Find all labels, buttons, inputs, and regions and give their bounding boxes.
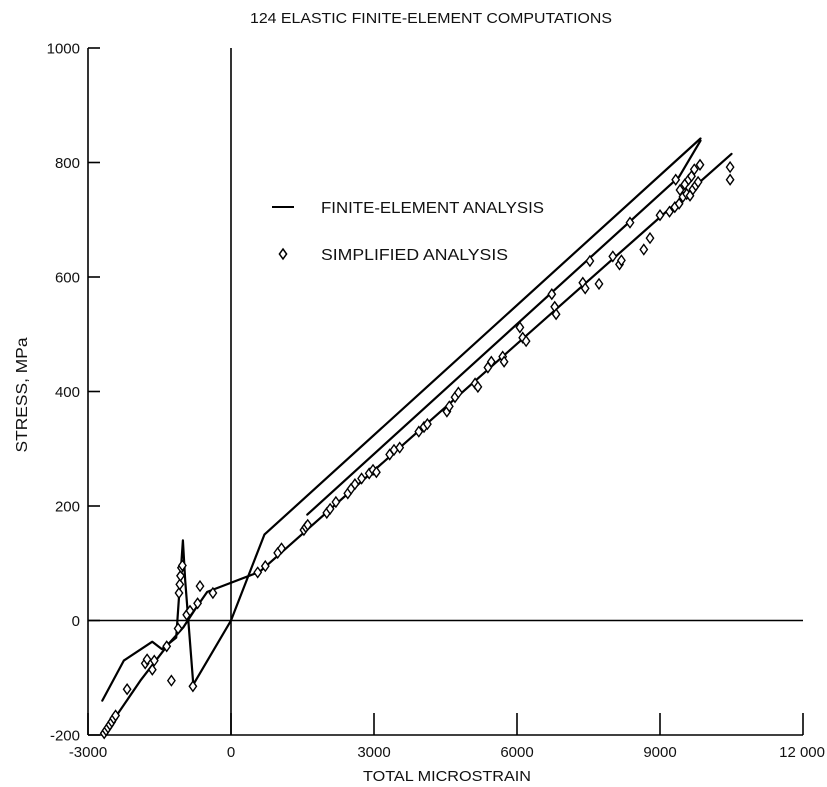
simplified-analysis-points <box>99 158 735 740</box>
legend-label-simplified: SIMPLIFIED ANALYSIS <box>321 247 508 264</box>
x-tick-label: 12 000 <box>779 744 825 761</box>
y-tick-label: 400 <box>55 384 80 401</box>
simplified-analysis-point <box>551 308 561 321</box>
finite-element-analysis-lines <box>101 137 733 737</box>
simplified-analysis-point <box>195 579 205 593</box>
simplified-analysis-point <box>645 231 655 245</box>
legend: FINITE-ELEMENT ANALYSIS SIMPLIFIED ANALY… <box>272 200 544 264</box>
simplified-analysis-point <box>173 622 183 635</box>
axes: -200 0 200 400 600 800 1000 -3000 0 3000 6000 9000 1… <box>47 41 825 762</box>
simplified-analysis-point <box>149 654 159 667</box>
y-tick-label: -200 <box>50 728 80 745</box>
simplified-analysis-point <box>357 472 367 485</box>
simplified-analysis-point <box>499 355 509 368</box>
simplified-analysis-point <box>331 495 341 509</box>
simplified-analysis-point <box>350 478 360 491</box>
y-tick-label: 1000 <box>47 41 80 58</box>
simplified-analysis-point <box>453 386 463 399</box>
y-tick-label: 800 <box>55 155 80 172</box>
simplified-analysis-point <box>177 559 187 572</box>
y-axis-label: STRESS, MPa <box>14 337 31 452</box>
simplified-analysis-point <box>277 542 286 555</box>
simplified-analysis-point <box>515 321 525 334</box>
simplified-analysis-point <box>175 578 185 591</box>
x-tick-label: 3000 <box>357 744 390 761</box>
simplified-analysis-point <box>655 209 665 222</box>
simplified-analysis-point <box>689 163 699 176</box>
simplified-analysis-point <box>639 243 649 256</box>
simplified-analysis-point <box>580 282 590 295</box>
simplified-analysis-point <box>395 441 405 454</box>
x-tick-label: 6000 <box>500 744 533 761</box>
simplified-analysis-point <box>414 425 424 438</box>
simplified-analysis-point <box>671 173 681 186</box>
simplified-analysis-point <box>422 417 432 431</box>
simplified-analysis-point <box>608 250 618 263</box>
simplified-analysis-point <box>674 197 684 210</box>
simplified-analysis-point <box>371 466 381 479</box>
chart-title: 124 ELASTIC FINITE-ELEMENT COMPUTATIONS <box>250 10 612 27</box>
y-tick-label: 600 <box>55 270 80 287</box>
simplified-analysis-point <box>111 709 121 722</box>
simplified-analysis-point <box>625 216 635 229</box>
simplified-analysis-point <box>253 566 263 579</box>
simplified-analysis-point <box>303 518 313 532</box>
legend-diamond-swatch <box>278 247 288 261</box>
simplified-analysis-point <box>166 674 176 687</box>
x-tick-label: 0 <box>227 744 235 761</box>
simplified-analysis-point <box>122 683 132 696</box>
y-tick-label: 200 <box>55 499 80 516</box>
simplified-analysis-point <box>208 586 218 600</box>
simplified-analysis-point <box>188 680 198 693</box>
simplified-analysis-point <box>521 334 531 348</box>
simplified-analysis-point <box>193 597 203 610</box>
finite-element-analysis-curve <box>102 152 733 737</box>
legend-label-finite-element: FINITE-ELEMENT ANALYSIS <box>321 200 544 217</box>
finite-element-analysis-curve <box>101 137 702 702</box>
simplified-analysis-point <box>473 380 483 394</box>
simplified-analysis-point <box>725 160 735 174</box>
simplified-analysis-point <box>665 205 674 218</box>
simplified-analysis-point <box>725 173 735 186</box>
simplified-analysis-point <box>147 663 157 676</box>
simplified-analysis-point <box>547 288 557 301</box>
simplified-analysis-point <box>585 254 595 268</box>
simplified-analysis-point <box>616 254 626 267</box>
y-tick-label: 0 <box>72 613 80 630</box>
simplified-analysis-point <box>693 175 703 189</box>
simplified-analysis-point <box>444 400 454 413</box>
simplified-analysis-point <box>594 277 604 291</box>
simplified-analysis-point <box>486 355 496 368</box>
simplified-analysis-point <box>695 158 705 171</box>
simplified-analysis-point <box>260 559 270 573</box>
finite-element-analysis-curve <box>306 139 702 516</box>
x-axis-label: TOTAL MICROSTRAIN <box>363 768 531 785</box>
simplified-analysis-point <box>176 569 185 582</box>
simplified-analysis-point <box>142 653 152 666</box>
x-tick-label: -3000 <box>69 744 107 761</box>
x-tick-label: 9000 <box>643 744 676 761</box>
simplified-analysis-point <box>185 604 195 617</box>
simplified-analysis-point <box>174 586 184 600</box>
simplified-analysis-point <box>162 640 172 653</box>
simplified-analysis-point <box>325 502 335 516</box>
